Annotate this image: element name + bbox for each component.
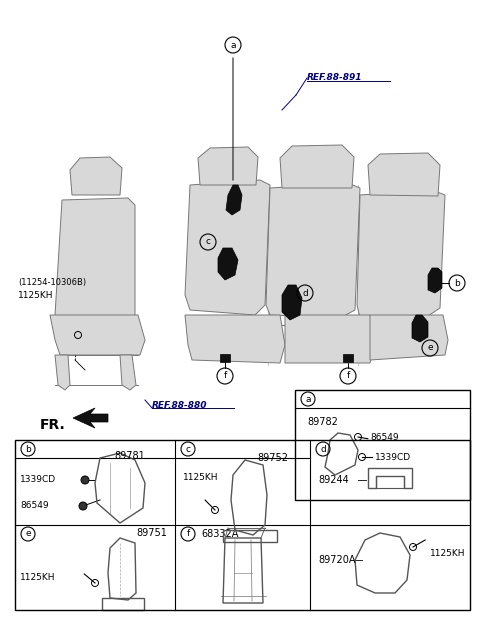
Text: 89781: 89781 — [114, 451, 145, 461]
Polygon shape — [428, 268, 442, 293]
Text: (11254-10306B): (11254-10306B) — [18, 278, 86, 288]
Text: REF.88-891: REF.88-891 — [307, 74, 362, 82]
Polygon shape — [55, 355, 70, 390]
Circle shape — [81, 476, 89, 484]
Polygon shape — [266, 183, 360, 318]
Text: b: b — [25, 445, 31, 453]
Text: c: c — [185, 445, 191, 453]
Polygon shape — [198, 147, 258, 185]
Text: 1125KH: 1125KH — [183, 474, 218, 482]
Text: f: f — [347, 371, 349, 381]
Polygon shape — [185, 180, 270, 315]
Bar — [15, 440, 470, 610]
Bar — [295, 390, 470, 500]
Text: 1125KH: 1125KH — [18, 291, 53, 301]
Text: f: f — [223, 371, 227, 381]
Text: d: d — [320, 445, 326, 453]
Text: 1125KH: 1125KH — [20, 574, 56, 583]
Text: e: e — [427, 343, 433, 353]
Text: 89244: 89244 — [318, 475, 349, 485]
Text: 1339CD: 1339CD — [375, 453, 411, 461]
Text: b: b — [454, 278, 460, 288]
Polygon shape — [226, 185, 242, 215]
Text: 89751: 89751 — [136, 528, 167, 538]
Polygon shape — [343, 354, 353, 362]
Text: REF.88-880: REF.88-880 — [152, 401, 207, 409]
Polygon shape — [368, 153, 440, 196]
Text: 1339CD: 1339CD — [20, 476, 56, 484]
Text: 68332A: 68332A — [201, 529, 239, 539]
Polygon shape — [185, 315, 285, 363]
Circle shape — [79, 502, 87, 510]
Polygon shape — [50, 315, 145, 355]
Text: 89782: 89782 — [307, 417, 338, 427]
Polygon shape — [285, 315, 375, 363]
Text: c: c — [205, 237, 211, 247]
Text: 86549: 86549 — [20, 502, 48, 510]
Polygon shape — [357, 190, 445, 318]
Polygon shape — [70, 157, 122, 195]
Text: f: f — [186, 529, 190, 539]
Polygon shape — [412, 315, 428, 342]
Polygon shape — [370, 315, 448, 360]
Polygon shape — [220, 354, 230, 362]
Text: 1125KH: 1125KH — [430, 549, 466, 557]
Text: a: a — [305, 394, 311, 404]
Text: a: a — [230, 40, 236, 50]
Text: d: d — [302, 288, 308, 298]
Text: 86549: 86549 — [370, 433, 398, 441]
Polygon shape — [55, 198, 135, 330]
Polygon shape — [73, 408, 108, 428]
Polygon shape — [120, 355, 136, 390]
Text: 89720A: 89720A — [318, 555, 356, 565]
Text: 89752: 89752 — [257, 453, 288, 463]
Polygon shape — [280, 145, 354, 188]
Text: e: e — [25, 529, 31, 539]
Polygon shape — [282, 285, 302, 320]
Polygon shape — [218, 248, 238, 280]
Text: FR.: FR. — [40, 418, 66, 432]
